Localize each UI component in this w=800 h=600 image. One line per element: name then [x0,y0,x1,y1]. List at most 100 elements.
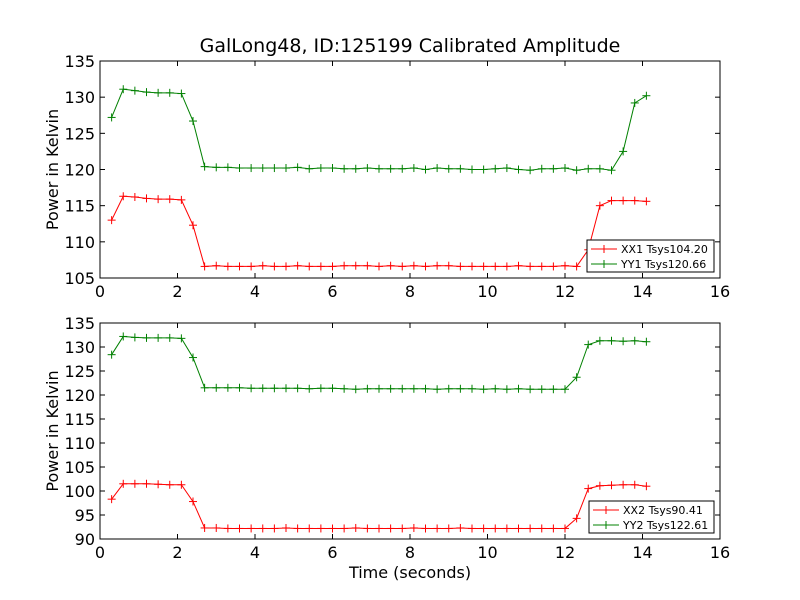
data-point [247,384,256,393]
legend-box [586,239,715,273]
data-point [258,164,267,173]
data-point [223,163,232,172]
data-point [351,385,360,394]
data-point [607,196,616,205]
data-point [177,89,186,98]
data-point [363,524,372,533]
data-point [630,336,639,345]
data-point [119,332,128,341]
y-tick-label: 125 [64,362,95,381]
data-point [607,481,616,490]
y-tick-label: 120 [64,161,95,180]
y-tick-label: 110 [64,434,95,453]
data-point [375,384,383,393]
data-point [386,384,395,393]
data-point [107,216,116,225]
data-point [433,164,442,173]
y-tick-label: 135 [64,314,95,333]
data-point [468,165,476,174]
data-point [444,524,453,533]
data-point [130,333,139,342]
x-tick-label: 12 [555,543,575,562]
data-point [177,334,186,343]
x-tick-label: 10 [477,543,497,562]
data-point [514,384,523,393]
data-point [165,88,174,97]
data-point [468,262,476,271]
data-point [223,383,232,392]
data-point [142,88,151,97]
data-point [561,261,569,270]
data-point [154,480,163,489]
data-point [165,333,174,342]
data-point [456,164,465,173]
data-point [595,201,604,210]
series-red [107,192,651,271]
data-point [537,524,546,533]
x-tick-label: 6 [327,543,337,562]
data-point [409,523,418,532]
data-point [619,147,628,156]
data-point [433,524,442,533]
legend-label: XX1 Tsys104.20 [621,243,708,256]
x-tick-label: 2 [172,543,182,562]
data-point [258,384,267,393]
data-point [642,337,651,346]
data-point [549,524,558,533]
data-point [340,164,349,173]
data-point [584,340,593,349]
data-point [316,384,325,393]
data-point [398,524,407,533]
y-tick-label: 130 [64,88,95,107]
data-point [258,524,267,533]
data-point [561,164,569,173]
data-point [502,164,511,173]
data-point [619,480,628,489]
data-point [491,164,500,173]
data-point [130,192,139,201]
data-point [212,261,221,270]
data-point [572,514,581,523]
y-axis-label: Power in Kelvin [43,370,62,491]
y-tick-label: 90 [75,530,95,549]
legend: XX1 Tsys104.20 YY1 Tsys120.66 [586,239,715,273]
x-tick-label: 0 [95,543,105,562]
data-point [351,261,360,270]
data-point [142,333,151,342]
legend-box [588,500,715,534]
data-point [293,524,302,533]
data-point [107,350,116,359]
data-point [491,262,500,271]
data-point [491,384,500,393]
data-point [305,524,314,533]
data-point [537,164,546,173]
data-point [247,262,256,271]
series-red [107,479,651,533]
legend-entry: YY1 Tsys120.66 [591,258,706,271]
data-point [177,480,186,489]
legend-entry: YY2 Tsys122.61 [593,519,708,532]
y-tick-label: 135 [64,52,95,71]
data-point [630,480,639,489]
data-point [386,164,395,173]
data-point [375,524,383,533]
y-tick-label: 95 [75,506,95,525]
data-point [154,88,163,97]
data-point [526,166,535,175]
data-point [328,524,337,533]
data-point [270,524,279,533]
data-point [595,164,604,173]
data-point [444,261,453,270]
y-tick-label: 105 [64,458,95,477]
data-point [200,162,209,171]
data-point [293,384,302,393]
data-point [375,164,383,173]
data-point [630,98,639,107]
data-point [119,479,128,488]
data-point [514,524,523,533]
data-point [316,262,325,271]
data-point [572,262,581,271]
data-point [479,385,488,394]
